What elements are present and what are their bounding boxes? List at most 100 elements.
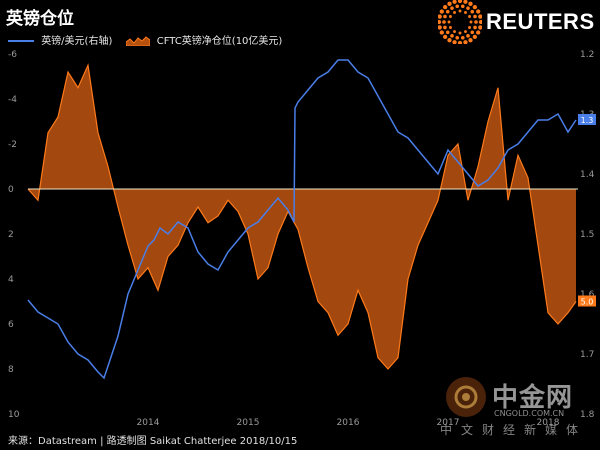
cftc-position-area	[28, 65, 576, 369]
legend-label-gbpusd: 英镑/美元(右轴)	[41, 36, 113, 47]
left-tick-label: 0	[8, 185, 14, 195]
chart-title: 英镑仓位	[6, 9, 74, 29]
reuters-dot	[468, 1, 473, 6]
left-tick-label: 6	[8, 320, 14, 330]
x-tick-label: 2016	[337, 418, 360, 428]
reuters-dot	[474, 20, 478, 24]
reuters-dot	[438, 25, 442, 30]
reuters-dot	[466, 6, 470, 10]
reuters-dot	[472, 34, 477, 39]
legend: 英镑/美元(右轴) CFTC英镑净仓位(10亿美元)	[8, 32, 292, 47]
reuters-dot	[453, 30, 456, 33]
reuters-dot	[463, 0, 468, 4]
watermark: 中金网 CNGOLD.COM.CN 中文财经新媒体	[440, 373, 590, 443]
right-tick-label: 1.7	[580, 350, 594, 360]
reuters-dot	[445, 9, 450, 14]
reuters-logo: REUTERS	[436, 0, 600, 44]
gbpusd-line	[27, 59, 577, 380]
legend-item-gbpusd: 英镑/美元(右轴)	[8, 32, 112, 47]
right-tick-label: 1.2	[580, 50, 594, 60]
gbpusd-end-label: 1.3	[578, 114, 596, 125]
right-tick-label: 1.8	[580, 410, 595, 420]
left-tick-label: -6	[8, 50, 17, 60]
right-tick-label: 1.4	[580, 170, 595, 180]
reuters-dot	[464, 11, 467, 14]
reuters-dot	[443, 25, 447, 30]
reuters-dot	[478, 25, 482, 30]
legend-area-swatch	[125, 36, 150, 46]
reuters-dot	[458, 31, 462, 35]
cftc-position-outline	[27, 63, 577, 370]
watermark-name: 中金网	[492, 383, 574, 413]
reuters-dot	[452, 40, 457, 44]
reuters-dot	[468, 38, 473, 43]
reuters-dot	[447, 1, 452, 6]
left-tick-label: 2	[8, 230, 14, 240]
reuters-dot	[439, 30, 444, 35]
left-tick-label: -2	[8, 140, 17, 150]
reuters-dot	[452, 0, 457, 4]
left-tick-label: 10	[8, 410, 20, 420]
reuters-dot	[470, 9, 475, 14]
reuters-dot	[443, 34, 448, 39]
plot-area: 1.3 5.0	[27, 59, 596, 380]
reuters-wordmark: REUTERS	[486, 9, 595, 34]
reuters-dot	[458, 9, 462, 13]
gbpusd-end-label-text: 1.3	[581, 116, 594, 125]
reuters-dot	[460, 35, 465, 40]
left-tick-label: 4	[8, 275, 14, 285]
reuters-dot	[468, 26, 471, 29]
reuters-dot	[442, 20, 446, 24]
reuters-dot	[469, 20, 473, 24]
left-tick-label: -4	[8, 95, 17, 105]
cftc-end-label-box	[578, 295, 596, 307]
source-note: 来源：Datastream | 路透制图 Saikat Chatterjee 2…	[8, 436, 298, 447]
right-axis: 1.2 1.3 1.4 1.5 1.6 1.7 1.8	[580, 50, 595, 420]
reuters-dot	[464, 30, 467, 33]
legend-label-cftc: CFTC英镑净仓位(10亿美元)	[156, 36, 283, 47]
reuters-dot	[453, 11, 456, 14]
reuters-dot	[473, 25, 477, 30]
reuters-dot	[443, 14, 447, 19]
right-tick-label: 1.6	[580, 290, 595, 300]
cftc-end-label: 5.0	[578, 295, 596, 307]
reuters-dot	[473, 14, 477, 19]
watermark-domain: CNGOLD.COM.CN	[494, 409, 565, 418]
reuters-dot	[460, 4, 465, 9]
right-tick-label: 1.5	[580, 230, 594, 240]
reuters-dot	[450, 6, 454, 10]
reuters-dot	[447, 38, 452, 43]
reuters-dot	[438, 14, 442, 19]
reuters-dot	[443, 5, 448, 10]
reuters-dot	[455, 35, 460, 40]
reuters-dot	[470, 30, 475, 35]
reuters-dot	[476, 9, 481, 14]
left-axis: -6 -4 -2 0 2 4 6 8 10	[8, 50, 20, 420]
reuters-dot	[449, 26, 452, 29]
gbpusd-end-label-box	[578, 114, 596, 125]
cftc-end-label-text: 5.0	[581, 298, 594, 307]
reuters-dot	[478, 14, 482, 19]
x-axis: 2014 2015 2016 2017 2018	[137, 418, 560, 428]
reuters-dot-ring-icon	[438, 0, 482, 44]
reuters-dot	[472, 5, 477, 10]
reuters-dot	[455, 4, 460, 9]
reuters-dot	[438, 19, 442, 25]
reuters-dot	[447, 20, 451, 24]
cngold-logo-icon	[446, 377, 486, 417]
x-tick-label: 2018	[537, 418, 560, 428]
x-tick-label: 2014	[137, 418, 160, 428]
reuters-dot	[449, 15, 452, 18]
watermark-subtitle: 中文财经新媒体	[440, 423, 588, 437]
x-tick-label: 2015	[237, 418, 260, 428]
reuters-dot	[476, 30, 481, 35]
reuters-dot	[457, 0, 463, 4]
reuters-dot	[478, 19, 482, 25]
reuters-dot	[450, 34, 454, 38]
left-tick-label: 8	[8, 365, 14, 375]
reuters-dot	[468, 15, 471, 18]
reuters-dot	[466, 34, 470, 38]
legend-item-cftc: CFTC英镑净仓位(10亿美元)	[125, 32, 283, 47]
reuters-dot	[463, 40, 468, 44]
